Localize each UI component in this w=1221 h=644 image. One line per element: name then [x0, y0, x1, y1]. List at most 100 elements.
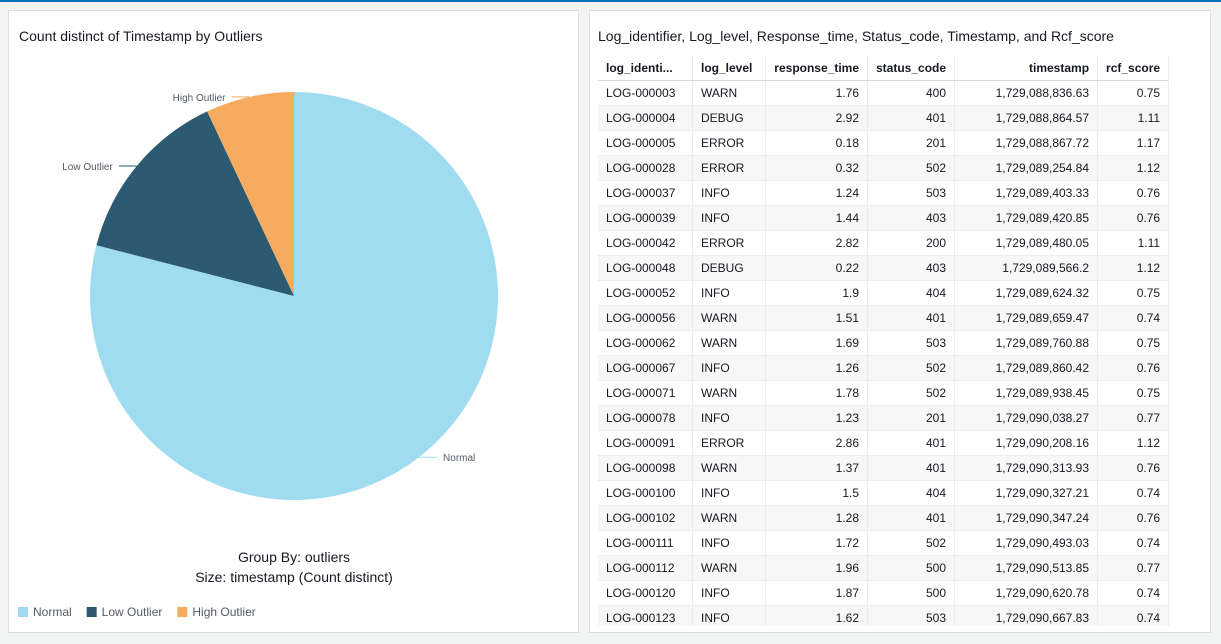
- table-cell: 0.18: [765, 130, 868, 156]
- slice-label: High Outlier: [173, 93, 226, 104]
- table-cell: LOG-000123: [598, 605, 693, 626]
- table-cell: LOG-000028: [598, 155, 693, 181]
- table-row: LOG-000098 WARN 1.37 401 1,729,090,313.93 0.7…: [598, 455, 1170, 481]
- table-cell: LOG-000039: [598, 205, 693, 231]
- legend-swatch: [177, 607, 188, 617]
- table-cell: LOG-000052: [598, 280, 693, 306]
- table-cell: 0.76: [1097, 205, 1170, 231]
- table-row: LOG-000120 INFO 1.87 500 1,729,090,620.78 0.7…: [598, 580, 1170, 606]
- table-cell: 1.72: [765, 530, 868, 556]
- pie-chart: Normal Low Outlier High Outlier Group By: o…: [18, 92, 499, 619]
- legend-label: Normal: [33, 605, 72, 619]
- table-head: log_identi... log_level response_time statu…: [598, 56, 1170, 81]
- table-cell: ERROR: [692, 430, 766, 456]
- table-cell: LOG-000091: [598, 430, 693, 456]
- table-cell: 1,729,089,938.45: [954, 380, 1099, 406]
- table-title: Log_identifier, Log_level, Response_time…: [598, 28, 1114, 44]
- table-cell: LOG-000102: [598, 505, 693, 531]
- legend-swatch: [18, 607, 28, 617]
- table-cell: 1.12: [1097, 255, 1170, 281]
- table-cell: LOG-000098: [598, 455, 693, 481]
- table-cell: 1,729,088,867.72: [954, 130, 1099, 156]
- table-cell: 1,729,090,208.16: [954, 430, 1099, 456]
- table-row: LOG-000123 INFO 1.62 503 1,729,090,667.83 0.7…: [598, 605, 1170, 626]
- table-cell: 401: [867, 505, 956, 531]
- table-cell: LOG-000100: [598, 480, 693, 506]
- table-cell: LOG-000004: [598, 105, 693, 131]
- table-row: LOG-000028 ERROR 0.32 502 1,729,089,254.84 1.…: [598, 155, 1170, 181]
- table-cell: LOG-000003: [598, 80, 693, 106]
- table-cell: LOG-000078: [598, 405, 693, 431]
- table-cell: 1,729,088,836.63: [954, 80, 1099, 106]
- table-cell: 1.78: [765, 380, 868, 406]
- table-cell: 1.76: [765, 80, 868, 106]
- table-cell: LOG-000062: [598, 330, 693, 356]
- table-cell: 1,729,089,659.47: [954, 305, 1099, 331]
- table-cell: LOG-000067: [598, 355, 693, 381]
- table-cell: 1.24: [765, 180, 868, 206]
- table-cell: 401: [867, 105, 956, 131]
- table-cell: 0.75: [1097, 80, 1170, 106]
- table-row: LOG-000056 WARN 1.51 401 1,729,089,659.47 0.7…: [598, 305, 1170, 331]
- table-cell: 503: [867, 180, 956, 206]
- slice-label: Normal: [443, 453, 475, 464]
- table-row: LOG-000062 WARN 1.69 503 1,729,089,760.88 0.7…: [598, 330, 1170, 356]
- top-bar: [0, 0, 1221, 2]
- table-cell: 1,729,090,493.03: [954, 530, 1099, 556]
- legend-label: Low Outlier: [102, 605, 163, 619]
- table-cell: 1.17: [1097, 130, 1170, 156]
- table-cell: INFO: [692, 355, 766, 381]
- table-row: LOG-000100 INFO 1.5 404 1,729,090,327.21 0.74: [598, 480, 1170, 506]
- table-cell: INFO: [692, 280, 766, 306]
- table-cell: 503: [867, 330, 956, 356]
- table-cell: 502: [867, 155, 956, 181]
- table-cell: 0.22: [765, 255, 868, 281]
- table-cell: 1,729,090,347.24: [954, 505, 1099, 531]
- table-cell: INFO: [692, 605, 766, 626]
- table-cell: 1,729,088,864.57: [954, 105, 1099, 131]
- table-row: LOG-000005 ERROR 0.18 201 1,729,088,867.72 1.…: [598, 130, 1170, 156]
- column-header: log_identi...: [598, 56, 693, 81]
- table-wrap: log_identi... log_level response_time statu…: [598, 56, 1198, 626]
- column-header: log_level: [692, 56, 766, 81]
- table-cell: INFO: [692, 580, 766, 606]
- table-cell: 0.75: [1097, 330, 1170, 356]
- chart-title: Count distinct of Timestamp by Outliers: [19, 28, 263, 44]
- table-cell: 0.76: [1097, 355, 1170, 381]
- table-cell: 1.44: [765, 205, 868, 231]
- column-header: status_code: [867, 56, 956, 81]
- table-cell: LOG-000037: [598, 180, 693, 206]
- table-cell: 404: [867, 480, 956, 506]
- table-cell: 401: [867, 430, 956, 456]
- pie-slice: [90, 92, 499, 500]
- table-cell: 200: [867, 230, 956, 256]
- table-row: LOG-000039 INFO 1.44 403 1,729,089,420.85 0.7…: [598, 205, 1170, 231]
- table-cell: ERROR: [692, 130, 766, 156]
- table-cell: INFO: [692, 405, 766, 431]
- table-cell: 2.86: [765, 430, 868, 456]
- column-header: rcf_score: [1097, 56, 1170, 81]
- table-row: LOG-000078 INFO 1.23 201 1,729,090,038.27 0.7…: [598, 405, 1170, 431]
- table-cell: WARN: [692, 80, 766, 106]
- chart-caption: Group By: outliers: [238, 549, 350, 565]
- table-cell: DEBUG: [692, 105, 766, 131]
- table-cell: 0.76: [1097, 455, 1170, 481]
- table-cell: 403: [867, 205, 956, 231]
- table-cell: WARN: [692, 505, 766, 531]
- table-cell: 1.5: [765, 480, 868, 506]
- table-row: LOG-000111 INFO 1.72 502 1,729,090,493.03 0.7…: [598, 530, 1170, 556]
- data-table: log_identi... log_level response_time statu…: [598, 56, 1170, 626]
- table-cell: 1,729,089,480.05: [954, 230, 1099, 256]
- table-cell: 1,729,089,566.2: [954, 255, 1099, 281]
- table-cell: LOG-000071: [598, 380, 693, 406]
- table-cell: 1,729,090,513.85: [954, 555, 1099, 581]
- table-cell: 0.75: [1097, 380, 1170, 406]
- table-row: LOG-000102 WARN 1.28 401 1,729,090,347.24 0.7…: [598, 505, 1170, 531]
- chart-caption: Size: timestamp (Count distinct): [195, 569, 393, 585]
- table-cell: LOG-000120: [598, 580, 693, 606]
- table-cell: 1,729,089,860.42: [954, 355, 1099, 381]
- table-cell: 500: [867, 580, 956, 606]
- table-cell: INFO: [692, 480, 766, 506]
- table-cell: WARN: [692, 380, 766, 406]
